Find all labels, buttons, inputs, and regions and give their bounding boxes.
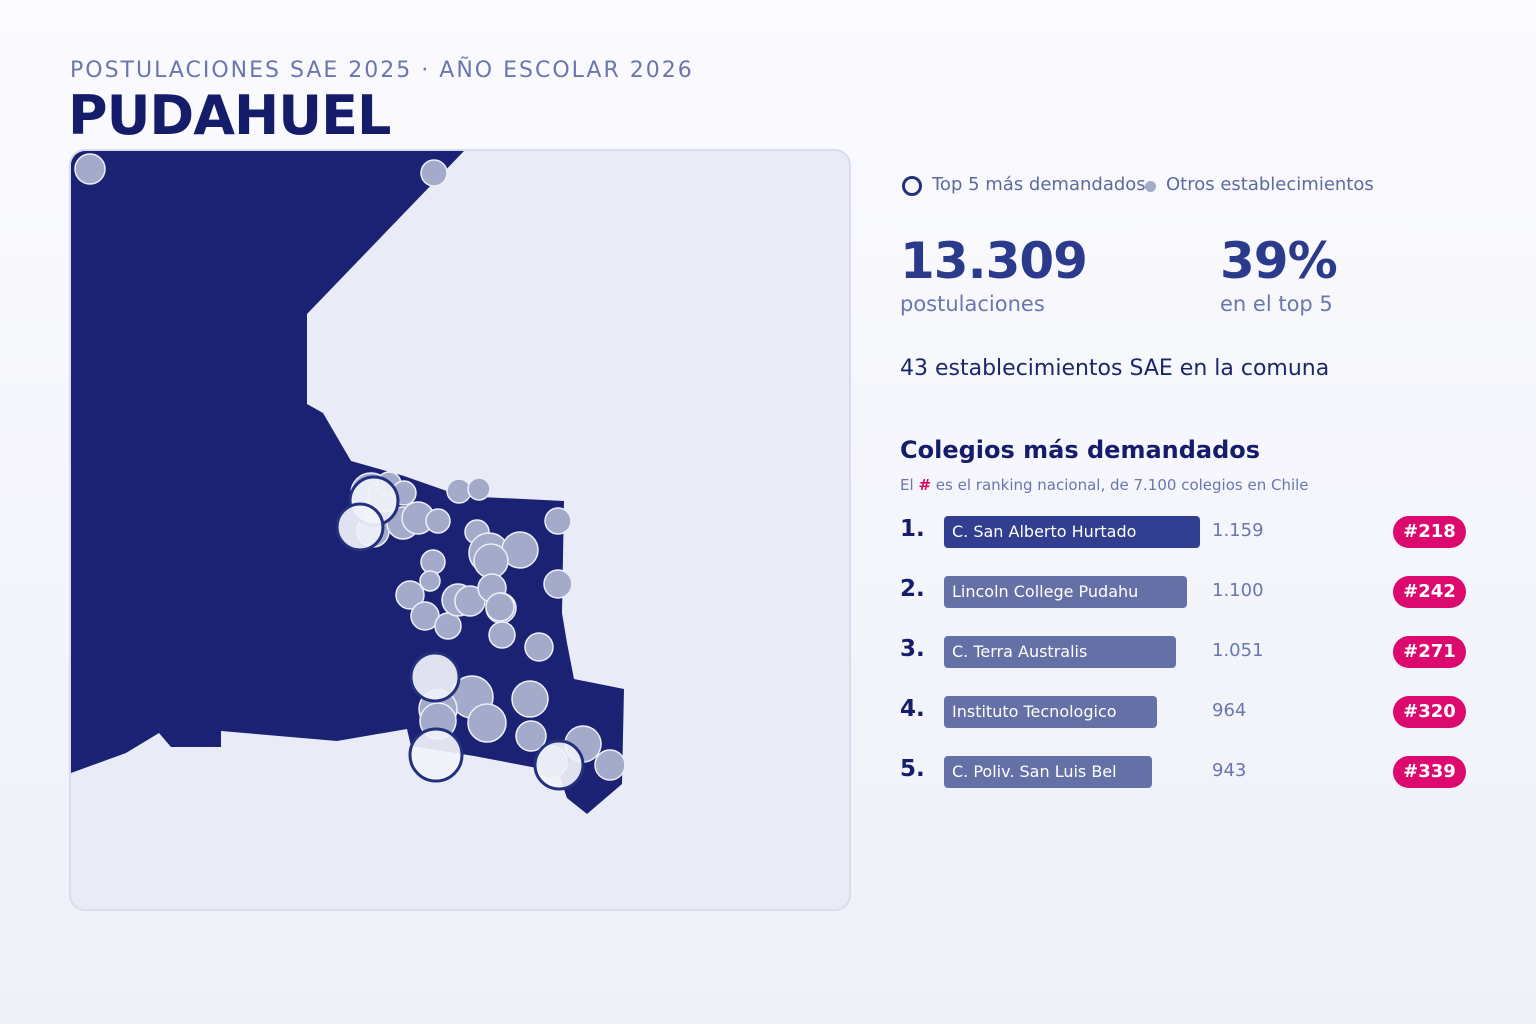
national-rank-badge: #271 <box>1393 636 1466 668</box>
page-title: PUDAHUEL <box>68 84 391 147</box>
national-rank-badge: #320 <box>1393 696 1466 728</box>
school-marker <box>515 720 547 752</box>
applications-count: 1.051 <box>1212 640 1264 661</box>
ranking-row-5: 5. C. Poliv. San Luis Bel 943 #339 <box>900 752 1470 792</box>
school-marker <box>473 543 509 579</box>
ranking-note-suffix: es el ranking nacional, de 7.100 colegio… <box>935 476 1309 494</box>
applications-total: 13.309 <box>900 232 1088 290</box>
school-markers <box>74 153 626 791</box>
demand-bar: C. Terra Australis <box>944 636 1176 668</box>
applications-count: 943 <box>1212 760 1247 781</box>
demand-bar: Instituto Tecnologico <box>944 696 1157 728</box>
school-marker <box>543 569 573 599</box>
ranking-note: El # es el ranking nacional, de 7.100 co… <box>900 476 1309 494</box>
school-marker <box>74 153 106 185</box>
commune-map <box>71 151 626 814</box>
rank-number: 3. <box>900 636 925 662</box>
rank-number: 5. <box>900 756 925 782</box>
applications-count: 1.100 <box>1212 580 1264 601</box>
map-panel <box>69 149 851 911</box>
school-marker <box>420 159 448 187</box>
top5-school-marker <box>409 651 461 703</box>
legend-top5-label: Top 5 más demandados <box>932 174 1146 195</box>
school-marker <box>594 749 626 781</box>
school-marker <box>488 621 516 649</box>
school-marker <box>419 570 441 592</box>
school-marker <box>420 549 446 575</box>
demand-bar: C. Poliv. San Luis Bel <box>944 756 1152 788</box>
ranking-note-hash: # <box>918 476 932 494</box>
national-rank-badge: #339 <box>1393 756 1466 788</box>
ranking-row-1: 1. C. San Alberto Hurtado 1.159 #218 <box>900 512 1470 552</box>
school-marker <box>511 680 549 718</box>
demand-bar: Lincoln College Pudahu <box>944 576 1187 608</box>
applications-label: postulaciones <box>900 292 1045 316</box>
top5-share: 39% <box>1220 232 1338 290</box>
national-rank-badge: #242 <box>1393 576 1466 608</box>
commune-polygon <box>71 151 624 814</box>
top5-ring-icon <box>902 176 922 196</box>
school-marker <box>544 507 572 535</box>
rank-number: 2. <box>900 576 925 602</box>
ranking-row-3: 3. C. Terra Australis 1.051 #271 <box>900 632 1470 672</box>
school-marker <box>524 632 554 662</box>
schools-count-text: 43 establecimientos SAE en la comuna <box>900 356 1330 381</box>
school-marker <box>467 477 491 501</box>
rank-number: 4. <box>900 696 925 722</box>
demand-bar: C. San Alberto Hurtado <box>944 516 1200 548</box>
school-marker <box>485 592 515 622</box>
school-marker <box>467 703 507 743</box>
ranking-note-prefix: El <box>900 476 914 494</box>
national-rank-badge: #218 <box>1393 516 1466 548</box>
top5-school-marker <box>335 502 385 552</box>
top5-school-marker <box>408 727 464 783</box>
rank-number: 1. <box>900 516 925 542</box>
subtitle-kicker: POSTULACIONES SAE 2025 · AÑO ESCOLAR 202… <box>70 58 694 83</box>
ranking-row-2: 2. Lincoln College Pudahu 1.100 #242 <box>900 572 1470 612</box>
school-marker <box>434 612 462 640</box>
legend-others-label: Otros establecimientos <box>1166 174 1374 195</box>
school-marker <box>446 478 472 504</box>
ranking-row-4: 4. Instituto Tecnologico 964 #320 <box>900 692 1470 732</box>
other-school-dot-icon <box>1145 181 1156 192</box>
school-marker <box>425 508 451 534</box>
top5-school-marker <box>533 739 585 791</box>
ranking-heading: Colegios más demandados <box>900 436 1261 464</box>
applications-count: 1.159 <box>1212 520 1264 541</box>
top5-share-label: en el top 5 <box>1220 292 1333 316</box>
school-marker <box>395 580 425 610</box>
school-marker <box>454 585 486 617</box>
applications-count: 964 <box>1212 700 1247 721</box>
